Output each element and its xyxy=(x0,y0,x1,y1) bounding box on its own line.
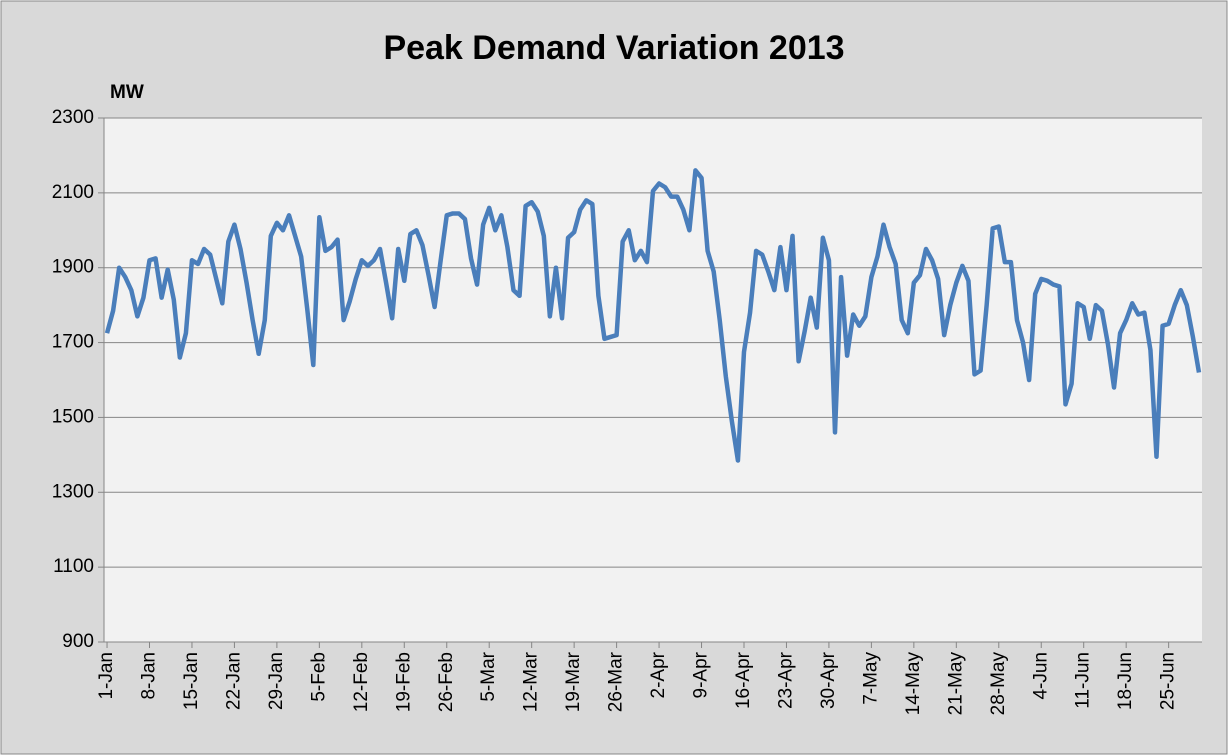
chart-title: Peak Demand Variation 2013 xyxy=(383,29,844,67)
x-tick-label: 16-Apr xyxy=(733,651,754,709)
x-tick-label: 26-Mar xyxy=(606,651,627,712)
data-line xyxy=(104,168,1202,463)
x-tick-label: 29-Jan xyxy=(266,652,287,710)
x-tick-label: 26-Feb xyxy=(436,652,457,712)
y-tick-label: 2300 xyxy=(52,107,94,128)
x-tick-label: 22-Jan xyxy=(223,652,244,710)
y-tick-label: 1500 xyxy=(52,406,94,427)
x-tick-label: 25-Jun xyxy=(1158,652,1179,710)
x-tick-label: 7-May xyxy=(860,652,881,705)
x-tick-label: 12-Mar xyxy=(521,651,542,712)
x-tick-label: 5-Mar xyxy=(478,651,499,701)
y-tick-label: 1900 xyxy=(52,257,94,278)
x-tick-label: 15-Jan xyxy=(181,652,202,710)
y-tick-label: 1100 xyxy=(53,556,94,577)
x-tick-label: 11-Jun xyxy=(1073,652,1094,709)
x-tick-label: 30-Apr xyxy=(818,651,839,709)
x-tick-label: 5-Feb xyxy=(308,652,329,702)
x-tick-label: 8-Jan xyxy=(139,652,160,700)
x-tick-label: 4-Jun xyxy=(1030,652,1051,700)
y-tick-label: 1700 xyxy=(52,332,94,353)
x-tick-label: 1-Jan xyxy=(96,652,117,700)
y-axis-label: MW xyxy=(110,82,144,103)
y-tick-label: 900 xyxy=(62,631,94,652)
x-tick-label: 14-May xyxy=(903,652,924,716)
x-tick-label: 28-May xyxy=(988,652,1009,716)
x-tick-label: 23-Apr xyxy=(775,651,796,709)
y-tick-label: 1300 xyxy=(52,481,94,502)
x-tick-label: 12-Feb xyxy=(351,652,372,712)
y-tick-label: 2100 xyxy=(52,182,94,203)
x-tick-label: 21-May xyxy=(945,652,966,716)
x-tick-label: 19-Feb xyxy=(393,652,414,712)
x-tick-label: 19-Mar xyxy=(563,651,584,712)
x-tick-label: 2-Apr xyxy=(648,651,669,698)
x-tick-label: 18-Jun xyxy=(1115,652,1136,710)
x-tick-label: 9-Apr xyxy=(691,651,712,698)
